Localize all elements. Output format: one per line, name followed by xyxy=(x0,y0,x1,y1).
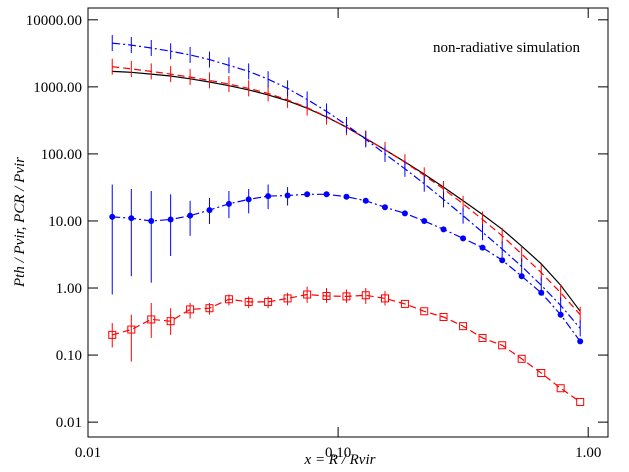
plot-frame xyxy=(87,7,609,438)
point xyxy=(556,384,565,393)
y-tick-label: 100.00 xyxy=(41,147,82,163)
series-line xyxy=(112,70,581,312)
point xyxy=(283,294,292,303)
x-tick-label: 0.01 xyxy=(75,445,101,461)
point xyxy=(380,294,389,303)
point xyxy=(128,215,135,222)
point xyxy=(478,333,487,342)
series-line xyxy=(112,293,581,403)
x-tick-label: 0.10 xyxy=(325,445,351,461)
point xyxy=(187,212,194,219)
point xyxy=(421,217,428,224)
point xyxy=(206,207,213,214)
point xyxy=(518,273,525,280)
point xyxy=(304,191,311,198)
point xyxy=(205,304,214,313)
point xyxy=(537,369,546,378)
y-tick-label: 10.00 xyxy=(48,214,82,230)
series-line xyxy=(112,193,581,342)
y-tick-label: 1000.00 xyxy=(33,80,82,96)
point xyxy=(362,197,369,204)
point xyxy=(303,290,312,299)
point xyxy=(460,235,467,242)
point xyxy=(127,325,136,334)
point xyxy=(420,307,429,316)
series-line xyxy=(112,42,581,329)
point xyxy=(577,338,584,345)
point xyxy=(186,305,195,314)
y-tick-label: 0.10 xyxy=(56,348,82,364)
point xyxy=(109,213,116,220)
point xyxy=(284,192,291,199)
point xyxy=(381,204,388,211)
point xyxy=(264,297,273,306)
x-axis-label: x = R / Rvir xyxy=(304,452,376,468)
point xyxy=(401,210,408,217)
point xyxy=(517,354,526,363)
point xyxy=(557,311,564,318)
y-axis-label: Pth / Pvir, PCR / Pvir xyxy=(12,157,28,288)
point xyxy=(225,200,232,207)
annotation: non-radiative simulation xyxy=(433,40,581,56)
point xyxy=(499,257,506,264)
point xyxy=(361,291,370,300)
point xyxy=(166,317,175,326)
y-tick-label: 1.00 xyxy=(56,281,82,297)
point xyxy=(576,397,585,406)
point xyxy=(148,217,155,224)
y-tick-label: 10000.00 xyxy=(26,13,82,29)
point xyxy=(108,330,117,339)
y-tick-label: 0.01 xyxy=(56,415,82,431)
point xyxy=(265,193,272,200)
point xyxy=(224,295,233,304)
point xyxy=(400,299,409,308)
point xyxy=(322,292,331,301)
point xyxy=(323,191,330,198)
point xyxy=(342,292,351,301)
point xyxy=(459,322,468,331)
point xyxy=(498,341,507,350)
point xyxy=(439,312,448,321)
point xyxy=(244,297,253,306)
series-line xyxy=(112,66,581,316)
point xyxy=(167,216,174,223)
point xyxy=(538,289,545,296)
point xyxy=(147,315,156,324)
point xyxy=(245,196,252,203)
point xyxy=(343,193,350,200)
point xyxy=(479,244,486,251)
x-tick-label: 1.00 xyxy=(575,445,601,461)
point xyxy=(440,226,447,233)
